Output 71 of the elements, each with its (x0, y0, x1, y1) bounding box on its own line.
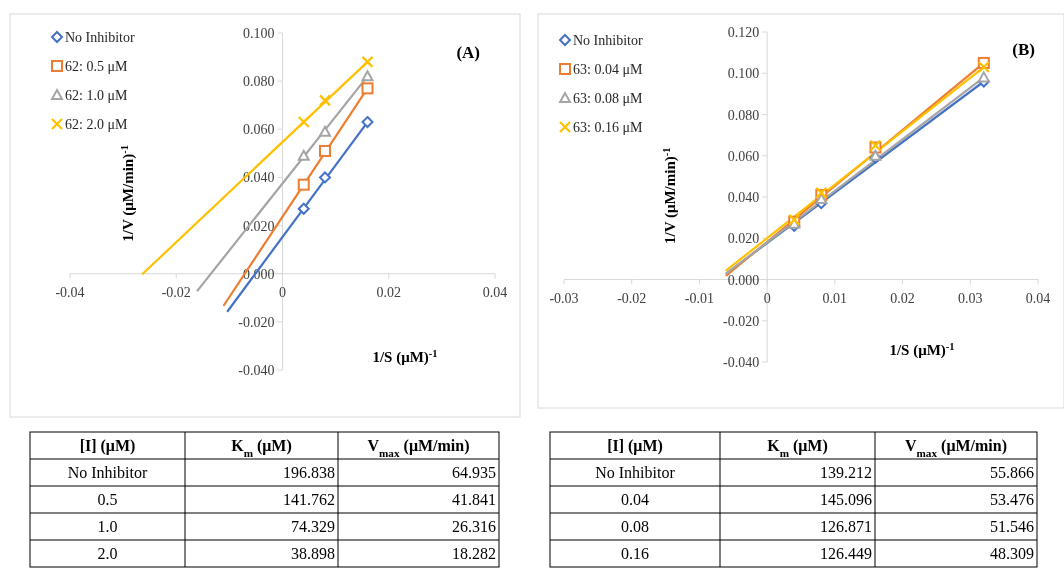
x-tick-label: -0.02 (161, 284, 191, 300)
legend-label: 63: 0.04 μM (573, 62, 643, 77)
x-tick-label: 0 (279, 284, 286, 300)
x-tick-label: 0.04 (482, 284, 508, 300)
x-tick-label: -0.01 (684, 290, 715, 306)
category-label: K$_{m}$ (μM) (767, 437, 828, 459)
legend-label: 63: 0.08 μM (573, 91, 643, 106)
category-label: K$_{m}$ (μM) (231, 437, 292, 459)
text: 55.866 (990, 464, 1034, 481)
text: 2.0 (97, 545, 118, 562)
x-tick-label: 0.03 (958, 290, 983, 306)
legend-label: 62: 2.0 μM (65, 117, 128, 132)
text: 74.329 (291, 518, 335, 535)
y-tick-label: 0.060 (243, 122, 275, 138)
text: No Inhibitor (595, 464, 675, 481)
text: 141.762 (283, 491, 335, 508)
y-tick-label: 0.060 (727, 148, 760, 164)
x-tick-label: -0.03 (549, 290, 579, 306)
x-tick-label: 0 (763, 290, 771, 306)
text: (B) (1012, 40, 1035, 59)
text: 0.08 (621, 518, 649, 535)
y-tick-label: 0.040 (243, 170, 275, 186)
text: 38.898 (291, 545, 335, 562)
y-tick-label: 0.040 (727, 190, 760, 205)
y-tick-label: -0.020 (722, 313, 760, 329)
x-tick-label: -0.02 (617, 290, 647, 306)
x-tick-label: 0.02 (890, 290, 915, 306)
text: 126.871 (820, 518, 872, 535)
category-label: [I] (μM) (79, 437, 136, 455)
text: 26.316 (452, 518, 496, 535)
y-tick-label: 0.020 (243, 218, 275, 234)
text: (A) (456, 43, 480, 62)
text: No Inhibitor (67, 464, 148, 481)
text: 0.16 (621, 545, 649, 562)
legend-label: 62: 1.0 μM (65, 88, 128, 103)
x-tick-label: -0.04 (55, 284, 85, 300)
y-tick-label: 0.000 (727, 272, 760, 288)
text: 126.449 (820, 545, 872, 562)
category-label: V$_{max}$ (μM/min) (904, 437, 1008, 459)
text: 0.04 (621, 491, 649, 508)
text: 18.282 (452, 545, 496, 562)
x-tick-label: 0.02 (376, 284, 401, 300)
y-tick-label: 0.080 (727, 107, 760, 123)
legend-label: 63: 0.16 μM (573, 120, 643, 135)
y-tick-label: 0.100 (727, 66, 760, 82)
x-axis-title: 1/S (μM)$^{-1}$ (889, 340, 955, 359)
text: 64.935 (452, 464, 496, 481)
legend-label: No Inhibitor (65, 30, 135, 45)
text: 48.309 (990, 545, 1034, 562)
text: 53.476 (990, 491, 1034, 508)
y-tick-label: 0.080 (243, 74, 275, 90)
text: 0.5 (97, 491, 118, 508)
y-tick-label: -0.040 (238, 363, 275, 378)
legend-label: 62: 0.5 μM (65, 59, 128, 74)
y-tick-label: -0.040 (722, 355, 760, 370)
text: 1.0 (97, 518, 118, 535)
y-tick-label: -0.020 (238, 314, 275, 330)
y-tick-label: 0.120 (727, 25, 760, 40)
y-tick-label: 0.100 (243, 26, 275, 41)
y-tick-label: 0.020 (727, 231, 760, 247)
x-tick-label: 0.01 (822, 290, 848, 306)
x-axis-title: 1/S (μM)$^{-1}$ (372, 347, 438, 366)
category-label: [I] (μM) (607, 437, 663, 455)
legend-label: No Inhibitor (573, 33, 643, 48)
x-tick-label: 0.04 (1025, 290, 1051, 306)
text: 51.546 (990, 518, 1034, 535)
text: 145.096 (820, 491, 872, 508)
text: 196.838 (283, 464, 335, 481)
text: 139.212 (820, 464, 872, 481)
text: 41.841 (452, 491, 496, 508)
category-label: V$_{max}$ (μM/min) (367, 437, 470, 459)
